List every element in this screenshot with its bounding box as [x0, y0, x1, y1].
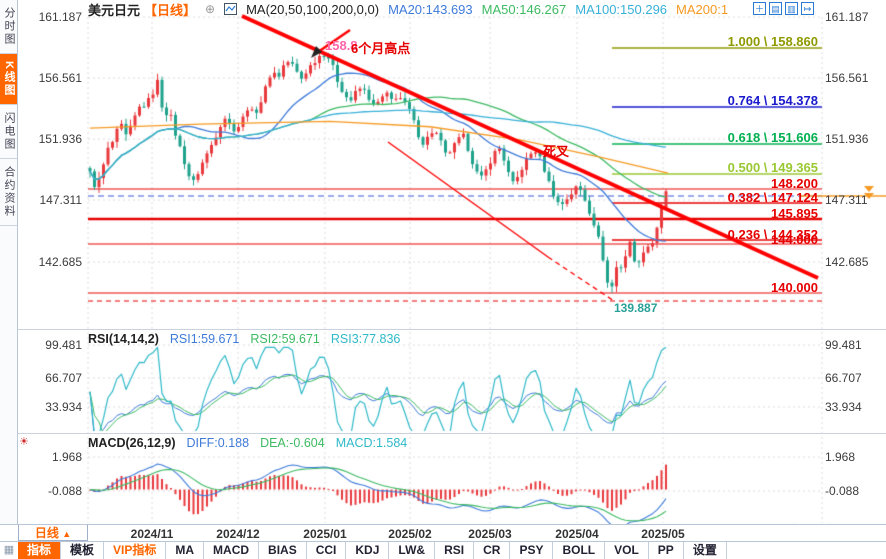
- rsi1-value: RSI1:59.671: [169, 332, 240, 346]
- price-level-label: 148.200: [771, 176, 818, 191]
- y-axis-tick: -0.088: [47, 484, 82, 498]
- date-label: 2024/11: [130, 527, 174, 541]
- y-axis-tick: 156.561: [38, 71, 82, 85]
- tab-设置[interactable]: 设置: [684, 542, 727, 559]
- tab-指标[interactable]: 指标: [18, 542, 62, 559]
- macd-settings-icon[interactable]: ☀: [19, 436, 29, 448]
- toolbar-spacer: [727, 542, 886, 559]
- tab-MACD[interactable]: MACD: [204, 542, 260, 559]
- y-axis-tick-right: 66.707: [825, 371, 862, 385]
- ma20-value: MA20:143.693: [388, 1, 473, 17]
- period-selector-label: 日线: [34, 526, 59, 540]
- chart-header: 美元日元 【日线】 ⊕ MA(20,50,100,200,0,0) MA20:1…: [88, 1, 729, 18]
- macd-title[interactable]: MACD(26,12,9): [88, 436, 176, 450]
- date-label: 2025/05: [641, 527, 685, 541]
- tab-PP[interactable]: PP: [649, 542, 684, 559]
- tab-KDJ[interactable]: KDJ: [346, 542, 390, 559]
- fib-level-label: 1.000 \ 158.860: [727, 34, 818, 49]
- sidebar-item-闪电图[interactable]: 闪电图: [0, 105, 17, 159]
- pan-right-icon[interactable]: ↦: [801, 2, 814, 15]
- panel-separator: [18, 329, 886, 330]
- fib-level-label: 0.618 \ 151.606: [727, 130, 818, 145]
- tab-PSY[interactable]: PSY: [510, 542, 554, 559]
- rsi-title[interactable]: RSI(14,14,2): [88, 332, 159, 346]
- y-axis-tick: 151.936: [38, 132, 82, 146]
- tab-CR[interactable]: CR: [474, 542, 511, 559]
- macd-value: MACD:1.584: [335, 436, 408, 450]
- date-label: 2025/01: [303, 527, 347, 541]
- diff-value: DIFF:0.188: [186, 436, 250, 450]
- tab-模板[interactable]: 模板: [61, 542, 105, 559]
- date-label: 2025/04: [555, 527, 599, 541]
- price-level-label: 145.895: [771, 206, 818, 221]
- panel-separator: [18, 433, 886, 434]
- y-axis-tick-right: 99.481: [825, 338, 862, 352]
- fib-level-label: 0.764 \ 154.378: [727, 93, 818, 108]
- date-label: 2025/03: [468, 527, 512, 541]
- high-price-annotation: 158.8: [325, 38, 358, 53]
- y-axis-tick: 1.968: [51, 450, 82, 464]
- left-sidebar: 分时图 K线图 闪电图 合约资料: [0, 0, 18, 541]
- sidebar-item-K线图[interactable]: K线图: [0, 54, 17, 105]
- y-axis-tick-right: 147.311: [825, 193, 868, 207]
- y-axis-tick: 161.187: [38, 10, 82, 24]
- date-label: 2025/02: [388, 527, 432, 541]
- tab-BIAS[interactable]: BIAS: [259, 542, 307, 559]
- y-axis-tick-right: 1.968: [825, 450, 856, 464]
- y-axis-tick-right: 151.936: [825, 132, 869, 146]
- fib-level-label: 0.500 \ 149.365: [727, 160, 818, 175]
- rsi3-value: RSI3:77.836: [330, 332, 401, 346]
- date-label: 2024/12: [216, 527, 260, 541]
- crosshair-icon[interactable]: ＋: [753, 2, 766, 15]
- fib-level-label: 0.236 \ 144.352: [727, 227, 818, 242]
- period-selector[interactable]: 日线 ▲: [18, 525, 88, 541]
- ma100-value: MA100:150.296: [575, 1, 668, 17]
- indicator-toolbar: ▦ 指标 模板 VIP指标 MA MACD BIAS CCI KDJ LW& RSI CR PSY BO…: [0, 541, 886, 559]
- ma-chart-icon: [224, 3, 238, 15]
- rsi2-value: RSI2:59.671: [250, 332, 320, 346]
- tab-VIP指标[interactable]: VIP指标: [104, 542, 167, 559]
- chevron-up-icon: ▲: [62, 529, 72, 539]
- scale-left-icon[interactable]: ▤: [769, 2, 782, 15]
- chart-tool-icons: ＋ ▤ ▥ ↦: [753, 2, 814, 15]
- y-axis-tick: 66.707: [45, 371, 82, 385]
- tab-MA[interactable]: MA: [166, 542, 205, 559]
- add-indicator-icon[interactable]: ⊕: [205, 2, 216, 16]
- y-axis-tick-right: 33.934: [825, 400, 862, 414]
- date-axis: 日线 ▲ 2024/11 2024/12 2025/01 2025/02 2025/03…: [0, 524, 886, 542]
- low-price-annotation: 139.887: [614, 301, 658, 315]
- six-month-high-annotation: 6个月高点: [351, 41, 411, 56]
- tab-RSI[interactable]: RSI: [435, 542, 475, 559]
- y-axis-tick: 142.685: [38, 255, 82, 269]
- ma50-value: MA50:146.267: [481, 1, 567, 17]
- price-level-label: 140.000: [771, 280, 818, 295]
- tab-CCI[interactable]: CCI: [307, 542, 347, 559]
- fib-level-label: 0.382 \ 147.124: [727, 190, 818, 205]
- ma-settings-label[interactable]: MA(20,50,100,200,0,0): [246, 1, 380, 17]
- scale-right-icon[interactable]: ▥: [785, 2, 798, 15]
- macd-panel-header: MACD(26,12,9) DIFF:0.188 DEA:-0.604 MACD…: [88, 436, 407, 450]
- y-axis-tick-right: 142.685: [825, 255, 869, 269]
- indicator-grid-icon[interactable]: ▦: [3, 544, 15, 556]
- ma200-value: MA200:1: [676, 1, 729, 17]
- tab-VOL[interactable]: VOL: [605, 542, 649, 559]
- y-axis-tick-right: 161.187: [825, 10, 869, 24]
- death-cross-annotation: 死叉: [543, 144, 570, 159]
- y-axis-tick: 147.311: [39, 193, 83, 207]
- rsi-panel-header: RSI(14,14,2) RSI1:59.671 RSI2:59.671 RSI…: [88, 332, 400, 346]
- symbol-name: 美元日元: [88, 2, 141, 18]
- y-axis-tick-right: -0.088: [825, 484, 860, 498]
- period-tag: 【日线】: [144, 2, 197, 18]
- y-axis-tick-right: 156.561: [825, 71, 869, 85]
- tab-LW&[interactable]: LW&: [389, 542, 436, 559]
- y-axis-tick: 33.934: [45, 400, 82, 414]
- sidebar-item-分时图[interactable]: 分时图: [0, 0, 17, 54]
- y-axis-tick: 99.481: [45, 338, 82, 352]
- tab-BOLL[interactable]: BOLL: [553, 542, 606, 559]
- sidebar-item-合约资料[interactable]: 合约资料: [0, 159, 17, 226]
- dea-value: DEA:-0.604: [260, 436, 325, 450]
- price-level-label: 144.000: [771, 232, 818, 247]
